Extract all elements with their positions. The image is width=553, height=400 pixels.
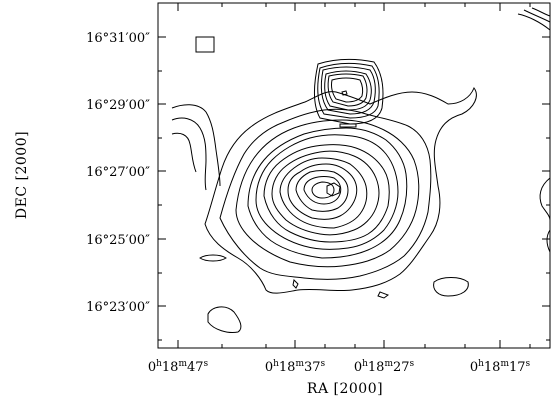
contour-main-level: [271, 150, 380, 236]
x-tick-label: 0h18m47s: [148, 359, 209, 375]
contour-edge-fragment: [546, 229, 551, 253]
contour-main-level: [263, 144, 390, 243]
contour-edge-fragment: [517, 13, 551, 31]
contour-main-level: [279, 157, 368, 229]
y-tick-label: 16°31′00″: [86, 31, 150, 46]
contour-main-level: [295, 170, 349, 212]
x-tick-label: 0h18m27s: [354, 359, 415, 375]
contour-compact-level: [331, 77, 364, 103]
x-axis-label: RA [2000]: [307, 381, 383, 397]
beam-box: [195, 36, 215, 53]
y-tick-label: 16°27′00″: [86, 165, 150, 180]
contour-fragment: [433, 277, 469, 297]
contour-fragment: [292, 278, 299, 289]
contour-compact-level: [314, 58, 384, 125]
contour-left-extension: [171, 104, 221, 187]
x-tick-marks: [177, 3, 531, 348]
plot-frame: [157, 2, 551, 349]
contour-left-extension: [171, 132, 197, 173]
contour-fragment: [199, 254, 227, 262]
contour-edge-fragment: [539, 177, 551, 221]
contour-compact-peak: [341, 90, 348, 96]
contour-compact-level: [317, 62, 380, 119]
y-tick-marks: [158, 36, 550, 341]
y-tick-label: 16°25′00″: [86, 233, 150, 248]
contour-fragment: [377, 291, 390, 299]
x-tick-label: 0h18m37s: [265, 359, 326, 375]
y-axis-label: DEC [2000]: [14, 131, 30, 219]
contour-main-level: [255, 134, 399, 250]
x-tick-labels: 0h18m47s 0h18m37s 0h18m27s 0h18m17s: [148, 359, 531, 375]
contour-edge-fragment: [523, 9, 551, 23]
y-tick-labels: 16°31′00″ 16°29′00″ 16°27′00″ 16°25′00″ …: [86, 31, 150, 315]
contour-fragment: [207, 306, 242, 333]
contour-main-level: [235, 119, 420, 268]
contour-main-level: [219, 108, 432, 280]
contour-left-extension: [171, 117, 207, 191]
contour-lines: [171, 7, 551, 333]
contour-outer-envelope: [204, 86, 477, 294]
contour-main-level: [247, 127, 408, 259]
x-tick-label: 0h18m17s: [470, 359, 531, 375]
contour-compact-level: [320, 66, 376, 115]
contour-main-level: [303, 176, 342, 205]
y-tick-label: 16°29′00″: [86, 98, 150, 113]
contour-main-level: [287, 163, 358, 220]
contour-compact-level: [324, 70, 372, 111]
contour-fragment: [339, 123, 357, 128]
contour-edge-fragment: [531, 7, 551, 17]
contour-main-peak: [326, 182, 341, 197]
contour-main-level: [311, 181, 335, 199]
y-tick-label: 16°23′00″: [86, 300, 150, 315]
contour-compact-level: [327, 73, 368, 107]
